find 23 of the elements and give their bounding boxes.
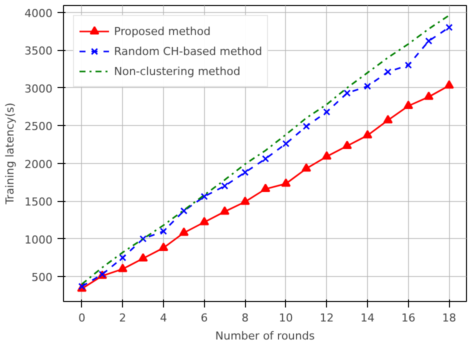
y-tick-label: 500 [32, 271, 53, 284]
legend-label: Random CH-based method [114, 44, 262, 58]
x-tick-label: 6 [200, 312, 208, 324]
x-tick-label: 10 [278, 312, 293, 324]
y-tick-label: 2500 [24, 120, 53, 134]
x-tick-label: 14 [360, 312, 375, 324]
x-tick-label: 0 [78, 312, 86, 324]
y-tick-label: 3500 [24, 44, 53, 58]
x-tick-label: 8 [242, 312, 249, 324]
x-tick-label: 12 [320, 312, 334, 324]
y-tick-label: 4000 [24, 6, 53, 20]
legend-label: Non-clustering method [114, 64, 240, 78]
y-tick-label: 3000 [24, 82, 53, 96]
x-tick-label: 2 [119, 312, 126, 324]
x-axis-title: Number of rounds [215, 330, 315, 342]
legend-label: Proposed method [114, 24, 211, 38]
y-tick-label: 1500 [24, 196, 53, 209]
x-tick-label: 4 [160, 312, 167, 324]
y-axis-title: Training latency(s) [4, 102, 17, 206]
y-tick-label: 1000 [24, 233, 53, 246]
x-tick-label: 16 [401, 312, 416, 324]
y-tick-label: 2000 [24, 158, 53, 171]
x-tick-label: 18 [442, 312, 456, 324]
